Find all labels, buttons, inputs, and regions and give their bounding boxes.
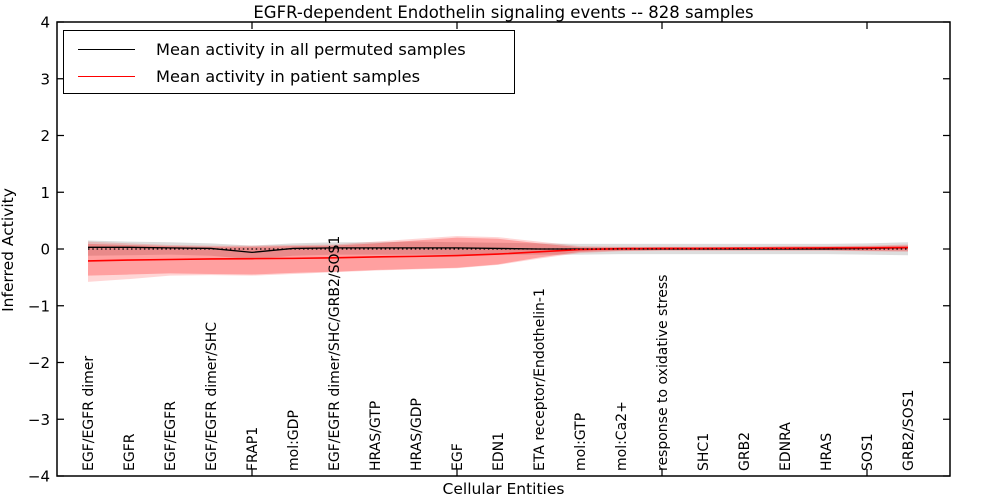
category-label: ETA receptor/Endothelin-1 [532,288,548,471]
legend-label: Mean activity in all permuted samples [156,40,466,59]
category-label: EGF/EGFR dimer/SHC/GRB2/SOS1 [327,236,343,471]
legend-box: Mean activity in all permuted samples Me… [63,30,515,94]
category-label: mol:Ca2+ [614,401,630,471]
band-patient-range-inner [88,237,908,276]
category-label: EGF/EGFR [163,401,179,471]
category-label: EGF/EGFR dimer [81,356,97,471]
category-label: FRAP1 [245,427,261,471]
category-label: mol:GTP [573,413,589,471]
y-tick-label: 3 [40,70,50,88]
y-tick-label: 2 [40,127,50,145]
y-tick-label: −3 [28,411,50,429]
y-tick-label: 1 [40,184,50,202]
category-label: SHC1 [696,433,712,471]
band-patient-range-outer [88,235,908,282]
y-tick-label: −4 [28,468,50,486]
category-label: EGFR [122,433,138,471]
y-tick-label: −1 [28,297,50,315]
legend-item-patient: Mean activity in patient samples [78,63,514,90]
y-axis-label: Inferred Activity [0,188,17,312]
category-label: HRAS [819,433,835,471]
category-label: EGF/EGFR dimer/SHC [204,322,220,471]
category-label: HRAS/GDP [409,398,425,471]
y-tick-label: 0 [40,241,50,259]
category-label: GRB2 [737,432,753,471]
y-tick-label: −2 [28,354,50,372]
category-label: EDN1 [491,432,507,471]
legend-label: Mean activity in patient samples [156,67,421,86]
band-permuted-range [88,240,908,260]
legend-line-swatch-red [78,76,135,77]
legend-line-swatch-black [78,49,135,50]
x-axis-label: Cellular Entities [442,480,565,498]
category-label: EDNRA [778,422,794,471]
legend-item-permuted: Mean activity in all permuted samples [78,36,514,63]
y-tick-label: 4 [40,14,50,32]
category-label: HRAS/GTP [368,401,384,471]
category-label: GRB2/SOS1 [901,389,917,471]
category-label: EGF [450,443,466,471]
category-label: SOS1 [860,433,876,471]
chart-title: EGFR-dependent Endothelin signaling even… [253,3,754,22]
category-label: response to oxidative stress [655,275,671,471]
series-line-ff0000 [87,246,909,262]
category-label: mol:GDP [286,410,302,471]
